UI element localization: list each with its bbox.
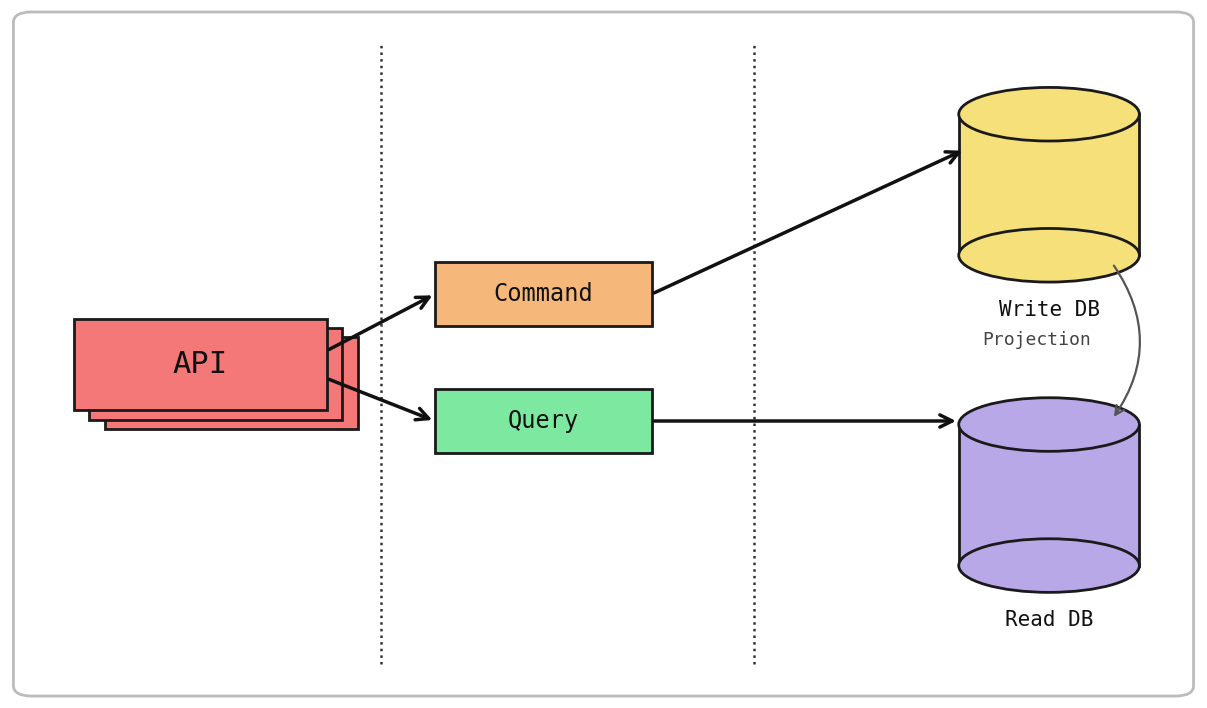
Text: Projection: Projection <box>982 331 1091 349</box>
Ellipse shape <box>958 398 1139 451</box>
FancyBboxPatch shape <box>89 328 342 420</box>
FancyBboxPatch shape <box>13 12 1194 696</box>
Polygon shape <box>958 425 1139 566</box>
FancyBboxPatch shape <box>435 263 652 326</box>
Text: Query: Query <box>508 409 579 433</box>
Ellipse shape <box>958 87 1139 141</box>
Text: Command: Command <box>494 282 593 306</box>
FancyBboxPatch shape <box>74 319 327 411</box>
Text: Write DB: Write DB <box>998 299 1100 320</box>
FancyBboxPatch shape <box>105 337 357 429</box>
Text: API: API <box>173 350 228 379</box>
Ellipse shape <box>958 539 1139 593</box>
Text: Read DB: Read DB <box>1005 610 1094 630</box>
FancyBboxPatch shape <box>435 389 652 452</box>
Ellipse shape <box>958 229 1139 282</box>
Polygon shape <box>958 114 1139 256</box>
